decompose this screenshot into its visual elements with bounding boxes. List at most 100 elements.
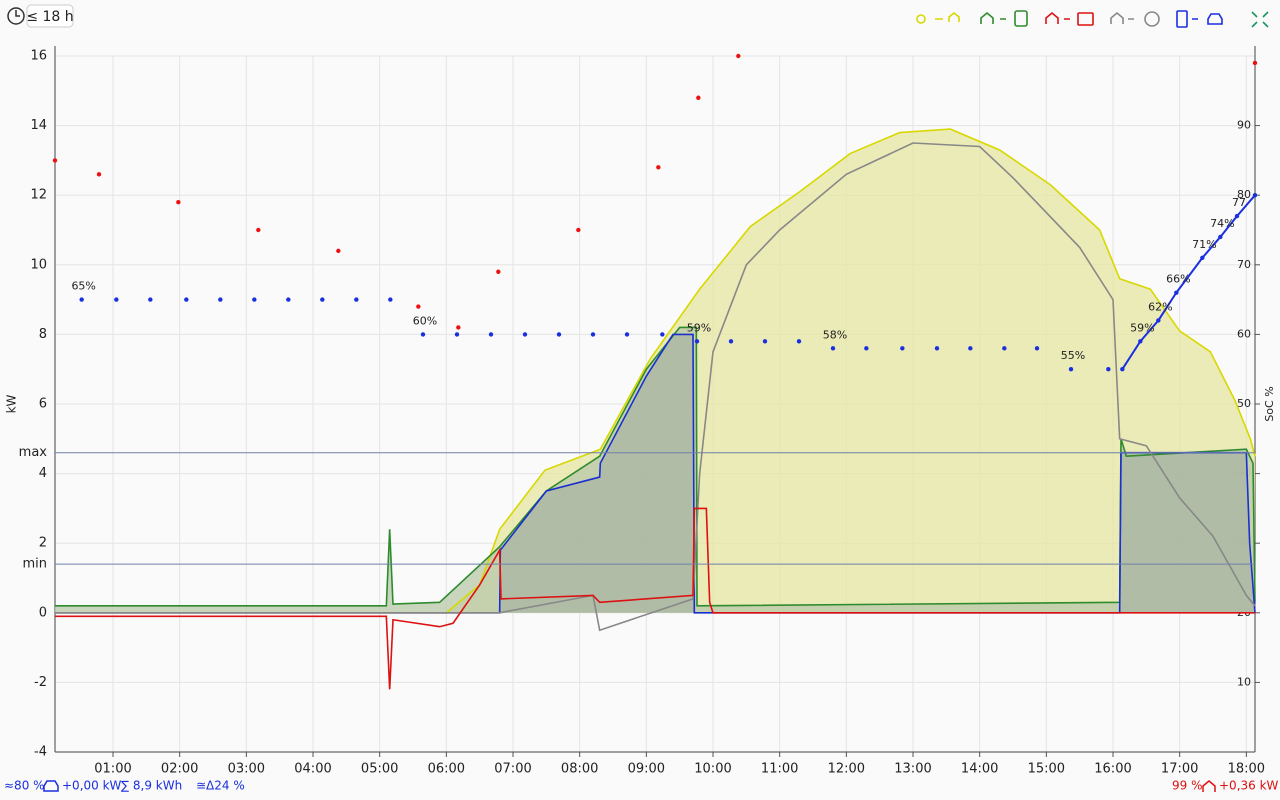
range-label: ≤ 18 h <box>26 9 73 25</box>
soc-dot <box>934 346 940 351</box>
soc-label: 60% <box>413 314 437 327</box>
soc-dot <box>522 332 528 337</box>
soc-dot <box>1234 213 1240 219</box>
y-tick-label: 12 <box>30 188 47 203</box>
x-tick-label: 04:00 <box>294 762 331 777</box>
footer: ≈80 % +0,00 kW ∑ 8,9 kWh ≅Δ24 % 99 % +0,… <box>4 779 1279 793</box>
x-tick-label: 09:00 <box>628 762 665 777</box>
y-tick-label: 14 <box>30 118 47 133</box>
toggle-solar-home[interactable] <box>916 11 960 24</box>
x-tick-label: 05:00 <box>361 762 398 777</box>
soc-dot <box>1156 318 1161 323</box>
soc-dot <box>1106 367 1111 372</box>
x-tick-label: 02:00 <box>161 762 198 777</box>
y2-tick-label: 90 <box>1237 119 1251 132</box>
soc-dot <box>660 332 665 337</box>
x-tick-label: 08:00 <box>561 762 598 777</box>
soc-dot <box>1034 346 1040 351</box>
car-power: +0,00 kW <box>62 779 122 793</box>
range-control[interactable]: ≤ 18 h <box>7 4 74 28</box>
soc-dot <box>696 95 701 100</box>
x-tick-label: 03:00 <box>228 762 265 777</box>
x-tick-label: 10:00 <box>694 762 731 777</box>
x-tick-label: 14:00 <box>961 762 998 777</box>
home-power: +0,36 kW <box>1219 779 1279 793</box>
soc-dot <box>1252 60 1258 66</box>
soc-dot <box>1002 346 1007 351</box>
soc-dot <box>762 339 768 344</box>
x-tick-label: 15:00 <box>1028 762 1065 777</box>
soc-label: 59% <box>1130 321 1154 334</box>
clock-hands <box>15 10 20 17</box>
soc-dot <box>556 332 562 337</box>
toggle-home-battery[interactable] <box>980 10 1028 27</box>
soc-dot <box>1138 339 1143 344</box>
soc-dot <box>454 332 460 337</box>
home-soc: 99 % <box>1172 779 1203 793</box>
y-tick-label: 2 <box>39 536 47 551</box>
soc-label: 58% <box>823 328 847 341</box>
car-soc: ≈80 % <box>4 779 45 793</box>
range-button[interactable] <box>26 4 74 28</box>
y-tick-label: 6 <box>39 397 47 412</box>
soc-dot <box>656 165 661 170</box>
soc-label: 65% <box>71 280 95 293</box>
soc-dot <box>286 297 291 302</box>
toggle-fullscreen[interactable] <box>1251 11 1269 28</box>
soc-dot <box>488 332 494 337</box>
energy: ∑ 8,9 kWh <box>121 779 182 793</box>
soc-dot <box>576 227 581 233</box>
series-line <box>55 326 1256 607</box>
soc-dot <box>796 339 802 344</box>
plot: -4 -2 0 2 4 6 8 10 12 14 16 01:00 02:00 03:00 04:00 05:… <box>19 46 1265 777</box>
toggle-home-grid[interactable] <box>1110 11 1160 27</box>
clock-icon <box>7 7 25 25</box>
y-tick-label: 10 <box>30 257 47 272</box>
soc-dot <box>96 172 102 177</box>
soc-label: 62% <box>1148 300 1172 313</box>
soc-dot <box>184 297 189 302</box>
soc-dot <box>420 332 426 337</box>
soc-label: 71% <box>1192 238 1216 251</box>
soc-label: 55% <box>1061 349 1085 362</box>
x-tick-label: 07:00 <box>494 762 531 777</box>
soc-dot <box>218 297 223 302</box>
soc-delta: ≅Δ24 % <box>196 779 245 793</box>
soc-dot <box>148 297 153 302</box>
toggle-home-battery-red[interactable] <box>1045 11 1094 26</box>
soc-dot <box>1200 255 1205 261</box>
x-tick-label: 16:00 <box>1094 762 1131 777</box>
toggle-car[interactable] <box>1176 10 1223 28</box>
soc-dot <box>900 346 905 351</box>
y-tick-label: 0 <box>39 605 47 620</box>
soc-dot <box>416 304 421 309</box>
y-tick-label: -2 <box>34 675 47 690</box>
y-tick-label: 8 <box>39 327 47 342</box>
soc-dot <box>1120 367 1125 372</box>
y-tick-label: -4 <box>34 745 47 760</box>
x-tick-label: 01:00 <box>94 762 131 777</box>
soc-dot <box>320 297 325 302</box>
y2-axis-label: SoC % <box>1263 386 1276 421</box>
x-tick-label: 11:00 <box>761 762 798 777</box>
x-tick-label: 13:00 <box>894 762 931 777</box>
soc-dot <box>968 346 973 351</box>
soc-dot <box>624 332 630 337</box>
y2-tick-label: 60 <box>1237 327 1251 340</box>
y2-tick-label: 70 <box>1237 258 1251 271</box>
car-icon <box>43 780 59 792</box>
soc-dot <box>1068 367 1074 372</box>
soc-dot <box>694 339 700 344</box>
soc-dot <box>79 297 84 302</box>
soc-label: 74% <box>1210 217 1234 230</box>
limit-label: min <box>22 557 47 572</box>
y-tick-label: 16 <box>30 49 47 64</box>
series-line <box>1121 194 1256 370</box>
y-tick-label: 4 <box>39 466 47 481</box>
soc-dot <box>52 158 58 163</box>
area-fill <box>55 334 1255 613</box>
series-line <box>55 128 1256 614</box>
y2-tick-label: 50 <box>1237 397 1251 410</box>
